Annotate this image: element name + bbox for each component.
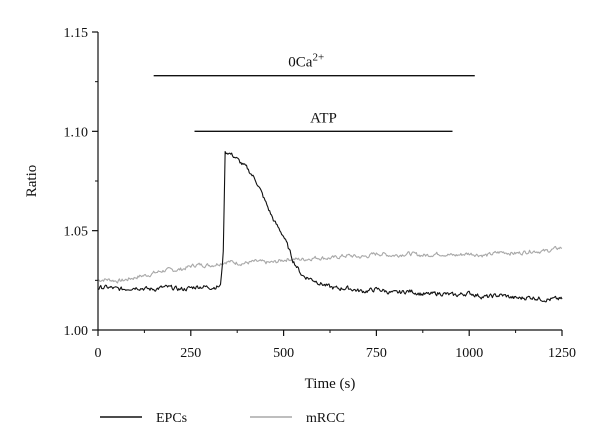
y-tick-label: 1.10 bbox=[64, 125, 89, 140]
series-line-epcs bbox=[97, 151, 563, 303]
series-line-mrcc bbox=[97, 245, 563, 284]
y-tick-label: 1.05 bbox=[64, 225, 89, 240]
x-axis-label: Time (s) bbox=[305, 376, 356, 392]
annotation-bars: 0Ca2+ ATP bbox=[153, 52, 475, 133]
x-tick-label: 500 bbox=[273, 346, 294, 361]
y-tick-label: 1.00 bbox=[64, 324, 89, 339]
y-tick-label: 1.15 bbox=[64, 26, 89, 41]
annotation-label: 0Ca2+ bbox=[288, 52, 324, 71]
legend-label: EPCs bbox=[156, 411, 187, 426]
annotation-label: ATP bbox=[310, 110, 337, 126]
plot-area: 0Ca2+ ATP bbox=[97, 52, 563, 303]
series-layer bbox=[97, 151, 563, 303]
x-tick-label: 1250 bbox=[548, 346, 576, 361]
x-tick-label: 250 bbox=[180, 346, 201, 361]
axes: 0 250 500 750 1000 1250 1.00 1.05 1.10 1.15 Time… bbox=[24, 26, 576, 392]
x-tick-label: 750 bbox=[366, 346, 387, 361]
x-ticks: 0 250 500 750 1000 1250 bbox=[95, 330, 576, 361]
y-ticks: 1.00 1.05 1.10 1.15 bbox=[64, 26, 98, 339]
legend: EPCs mRCC bbox=[100, 411, 345, 426]
legend-label: mRCC bbox=[306, 411, 345, 426]
x-tick-label: 0 bbox=[95, 346, 102, 361]
x-tick-label: 1000 bbox=[455, 346, 483, 361]
y-axis-label: Ratio bbox=[24, 165, 40, 198]
